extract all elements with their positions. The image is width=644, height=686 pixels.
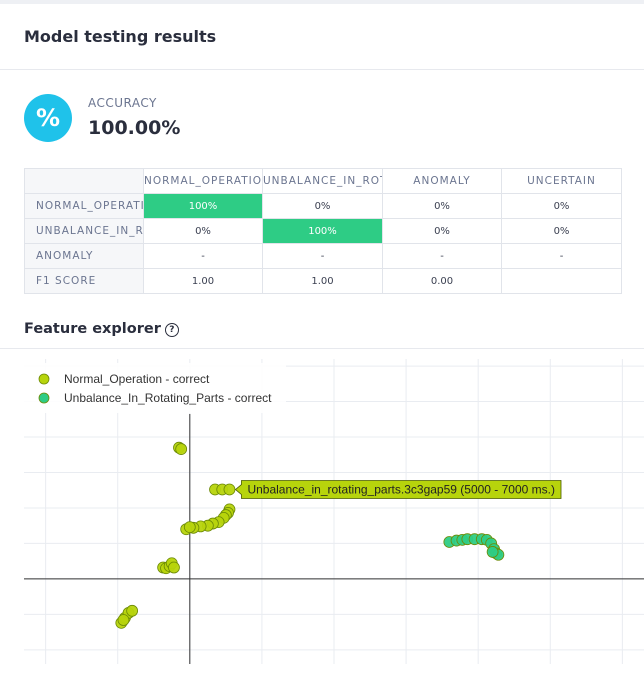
plot-legend[interactable]: Normal_Operation - correct Unbalance_In_R… xyxy=(24,363,286,413)
row-header: NORMAL_OPERATION xyxy=(24,193,144,219)
confusion-row: ANOMALY - - - - xyxy=(24,243,622,269)
matrix-cell: - xyxy=(382,243,502,269)
legend-background xyxy=(24,363,286,413)
tooltip-text: Unbalance_in_rotating_parts.3c3gap59 (50… xyxy=(247,483,555,497)
legend-item[interactable]: Normal_Operation - correct xyxy=(38,372,210,386)
f1-cell: 1.00 xyxy=(262,268,383,294)
hover-tooltip: Unbalance_in_rotating_parts.3c3gap59 (50… xyxy=(234,480,562,499)
data-point xyxy=(175,443,188,455)
legend-marker xyxy=(38,373,50,385)
legend-marker xyxy=(38,392,50,404)
confusion-header-row: NORMAL_OPERATION UNBALANCE_IN_ROTATING_P… xyxy=(24,168,622,194)
matrix-cell: 100% xyxy=(262,218,383,244)
section-divider xyxy=(0,348,644,349)
accuracy-value: 100.00% xyxy=(88,117,181,139)
matrix-cell: 0% xyxy=(382,218,502,244)
confusion-corner-cell xyxy=(24,168,144,194)
column-header: NORMAL_OPERATION xyxy=(143,168,263,194)
column-header: ANOMALY xyxy=(382,168,502,194)
plot-zero-lines xyxy=(24,414,644,664)
f1-score-row: F1 SCORE 1.00 1.00 0.00 xyxy=(24,268,622,294)
data-point xyxy=(486,546,499,558)
matrix-cell: 0% xyxy=(143,218,263,244)
feature-explorer-title: Feature explorer? xyxy=(24,321,179,337)
data-point xyxy=(126,604,139,617)
matrix-cell: 0% xyxy=(501,218,622,244)
f1-cell xyxy=(501,268,622,294)
matrix-cell: 0% xyxy=(382,193,502,219)
data-point xyxy=(117,614,130,626)
confusion-row: UNBALANCE_IN_ROTATING_PARTS 0% 100% 0% 0… xyxy=(24,218,622,244)
page-title: Model testing results xyxy=(24,27,217,46)
confusion-row: NORMAL_OPERATION 100% 0% 0% 0% xyxy=(24,193,622,219)
matrix-cell: 100% xyxy=(143,193,263,219)
matrix-cell: - xyxy=(262,243,383,269)
percent-icon: % xyxy=(24,94,72,142)
matrix-cell: - xyxy=(501,243,622,269)
matrix-cell: 0% xyxy=(262,193,383,219)
column-header: UNBALANCE_IN_ROTATING_PARTS xyxy=(262,168,383,194)
accuracy-label: ACCURACY xyxy=(88,96,157,110)
feature-explorer-plot[interactable]: Unbalance_in_rotating_parts.3c3gap59 (50… xyxy=(0,349,644,686)
row-header: F1 SCORE xyxy=(24,268,144,294)
matrix-cell: 0% xyxy=(501,193,622,219)
data-point xyxy=(183,521,196,534)
row-header: UNBALANCE_IN_ROTATING_PARTS xyxy=(24,218,144,244)
f1-cell: 1.00 xyxy=(143,268,263,294)
confusion-matrix: NORMAL_OPERATION UNBALANCE_IN_ROTATING_P… xyxy=(24,168,622,294)
matrix-cell: - xyxy=(143,243,263,269)
legend-label: Normal_Operation - correct xyxy=(64,372,210,386)
plot-points xyxy=(115,441,505,629)
header-divider xyxy=(0,69,644,70)
help-circle-icon[interactable]: ? xyxy=(164,323,179,337)
data-point xyxy=(223,483,236,496)
legend-item[interactable]: Unbalance_In_Rotating_Parts - correct xyxy=(38,391,272,405)
feature-explorer-label: Feature explorer xyxy=(24,321,161,337)
row-header: ANOMALY xyxy=(24,243,144,269)
top-border xyxy=(0,0,644,4)
percent-glyph: % xyxy=(35,104,61,132)
column-header: UNCERTAIN xyxy=(501,168,622,194)
data-point xyxy=(168,561,180,574)
f1-cell: 0.00 xyxy=(382,268,502,294)
tooltip-box xyxy=(234,480,562,499)
legend-label: Unbalance_In_Rotating_Parts - correct xyxy=(64,391,272,405)
